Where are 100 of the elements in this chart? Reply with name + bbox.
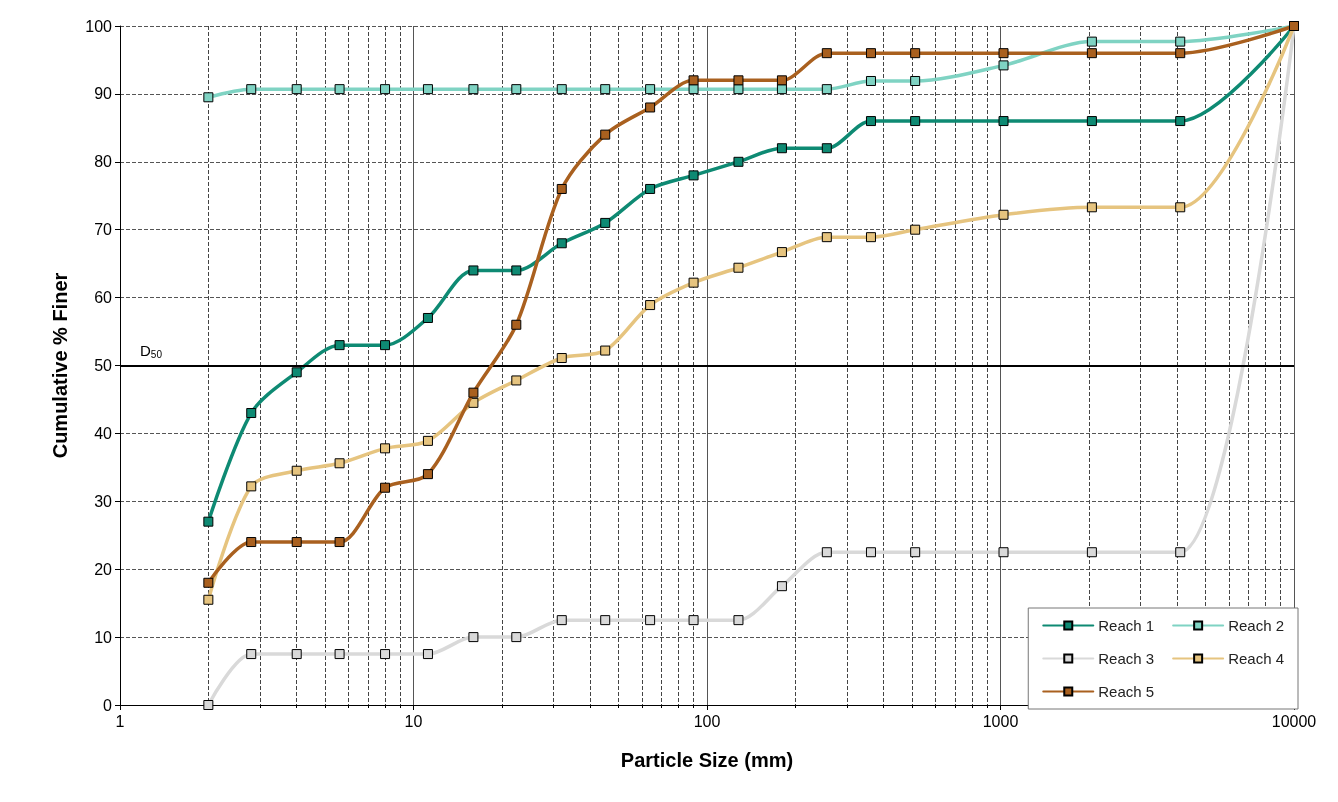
y-tick-label: 50	[94, 357, 113, 374]
point	[645, 615, 656, 626]
point	[645, 102, 656, 113]
point	[688, 84, 699, 95]
point	[246, 481, 257, 492]
x-tick-label: 1000	[982, 712, 1019, 730]
point	[688, 75, 699, 86]
y-tick-label: 60	[94, 289, 113, 307]
x-axis-title: Particle Size (mm)	[620, 749, 794, 771]
point	[203, 92, 214, 103]
point	[733, 615, 744, 626]
point	[556, 615, 567, 626]
point	[910, 224, 921, 235]
legend-label: Reach 3	[1098, 650, 1155, 667]
point	[600, 84, 611, 95]
point	[865, 232, 876, 243]
point	[334, 458, 345, 469]
point	[910, 48, 921, 59]
point	[380, 340, 391, 351]
point	[422, 469, 433, 480]
point	[334, 340, 345, 351]
point	[246, 84, 257, 95]
point	[511, 632, 522, 643]
point	[865, 547, 876, 558]
legend-label: Reach 5	[1098, 683, 1155, 700]
point	[334, 649, 345, 660]
point	[334, 537, 345, 548]
y-tick-label: 70	[94, 221, 113, 239]
point	[688, 170, 699, 181]
point	[334, 84, 345, 95]
point	[733, 84, 744, 95]
point	[821, 232, 832, 243]
point	[291, 537, 302, 548]
x-tick-label: 10	[404, 712, 423, 730]
point	[688, 277, 699, 288]
point	[645, 183, 656, 194]
point	[511, 265, 522, 276]
point	[645, 84, 656, 95]
point	[291, 465, 302, 476]
legend-label: Reach 1	[1098, 617, 1155, 634]
point	[468, 632, 479, 643]
point	[511, 84, 522, 95]
point	[422, 312, 433, 323]
point	[910, 76, 921, 86]
point	[556, 353, 567, 364]
point	[865, 116, 876, 127]
point	[910, 116, 921, 127]
y-tick-label: 20	[94, 560, 113, 578]
point	[776, 143, 787, 154]
y-tick-label: 100	[85, 17, 113, 35]
point	[865, 48, 876, 59]
point	[203, 577, 214, 588]
y-axis-title: Cumulative % Finer	[49, 272, 71, 459]
point	[380, 649, 391, 660]
x-tick-label: 100	[693, 712, 721, 730]
point	[821, 143, 832, 154]
point	[733, 75, 744, 86]
point	[468, 265, 479, 276]
point	[733, 262, 744, 273]
point	[776, 581, 787, 592]
point	[556, 238, 567, 249]
point	[380, 84, 391, 95]
point	[821, 48, 832, 59]
point	[246, 537, 257, 548]
point	[203, 594, 214, 605]
point	[246, 408, 257, 419]
y-tick-label: 30	[94, 492, 113, 510]
point	[600, 345, 611, 356]
y-tick-label: 90	[94, 85, 113, 103]
point	[511, 319, 522, 330]
point	[600, 615, 611, 626]
legend-label: Reach 4	[1228, 650, 1285, 667]
point	[468, 387, 479, 398]
y-tick-label: 10	[94, 628, 113, 646]
point	[600, 129, 611, 140]
point	[645, 300, 656, 311]
point	[246, 649, 257, 660]
point	[291, 84, 302, 95]
point	[468, 84, 479, 95]
point	[688, 615, 699, 626]
point	[821, 547, 832, 558]
point	[865, 76, 876, 86]
point	[910, 547, 921, 558]
point	[422, 435, 433, 446]
y-tick-label: 40	[94, 424, 113, 442]
point	[776, 247, 787, 258]
point	[291, 649, 302, 660]
point	[600, 217, 611, 228]
point	[422, 84, 433, 95]
point	[380, 443, 391, 454]
y-tick-label: 0	[103, 696, 113, 714]
point	[733, 156, 744, 167]
point	[556, 183, 567, 194]
point	[776, 84, 787, 95]
x-tick-label: 10000	[1271, 712, 1317, 730]
x-tick-label: 1	[115, 712, 125, 730]
legend-label: Reach 2	[1228, 617, 1285, 634]
point	[422, 649, 433, 660]
point	[380, 482, 391, 493]
point	[821, 84, 832, 95]
